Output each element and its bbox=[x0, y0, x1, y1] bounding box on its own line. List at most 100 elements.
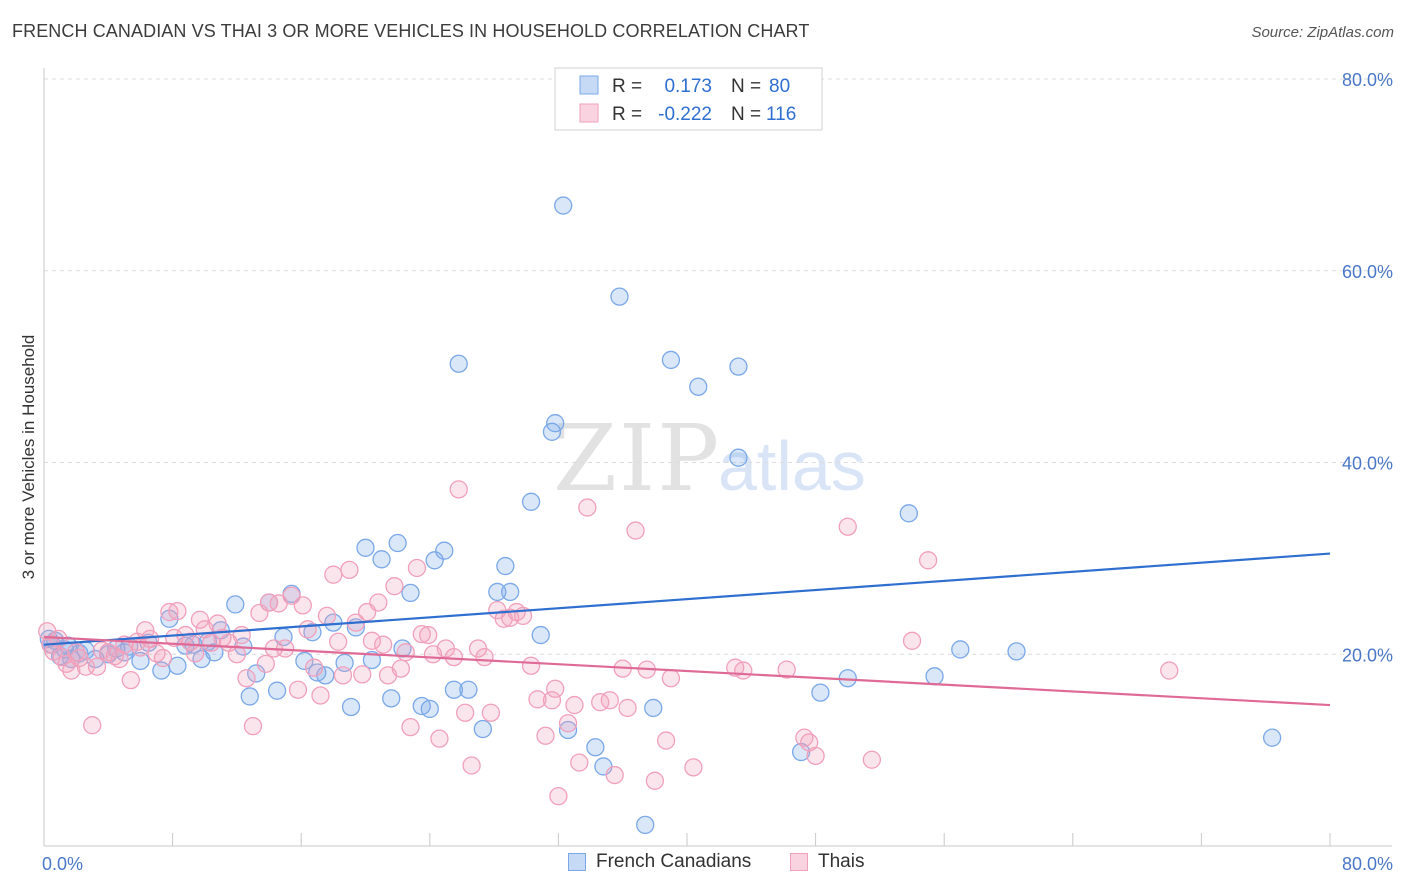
point-thais-55 bbox=[333, 666, 353, 685]
point-thais-74 bbox=[444, 647, 464, 667]
point-thais-109 bbox=[777, 660, 796, 679]
point-thais-65 bbox=[391, 659, 411, 678]
point-thais-72 bbox=[430, 729, 449, 748]
chart-title: FRENCH CANADIAN VS THAI 3 OR MORE VEHICL… bbox=[12, 21, 810, 41]
legend-top: R = 0.173 N = 80 R = -0.222 N = 116 bbox=[554, 67, 823, 131]
source-label: Source: ZipAtlas.com bbox=[1251, 24, 1394, 41]
point-thais-117 bbox=[1160, 661, 1179, 680]
point-thais-56 bbox=[340, 560, 359, 580]
point-thais-115 bbox=[902, 631, 922, 650]
point-french-canadians-59 bbox=[521, 492, 541, 511]
legend-n-value-0: 80 bbox=[769, 76, 790, 97]
point-thais-70 bbox=[419, 625, 438, 645]
point-french-canadians-34 bbox=[303, 623, 322, 642]
point-french-canadians-57 bbox=[496, 556, 515, 576]
legend-r-label-0: R = bbox=[612, 76, 642, 97]
legend-bottom: French Canadians Thais bbox=[0, 851, 1406, 879]
series-thais bbox=[38, 480, 1179, 806]
point-thais-112 bbox=[806, 746, 825, 766]
point-thais-38 bbox=[237, 669, 256, 688]
point-thais-23 bbox=[153, 648, 173, 668]
point-french-canadians-42 bbox=[362, 650, 382, 670]
point-french-canadians-68 bbox=[636, 815, 655, 835]
point-french-canadians-78 bbox=[925, 667, 944, 686]
watermark-atlas: atlas bbox=[718, 427, 866, 505]
point-french-canadians-27 bbox=[240, 687, 259, 706]
point-french-canadians-72 bbox=[729, 448, 748, 467]
point-thais-89 bbox=[542, 691, 562, 710]
point-french-canadians-30 bbox=[267, 681, 287, 700]
legend-n-value-1: 116 bbox=[766, 104, 796, 125]
point-thais-15 bbox=[110, 649, 129, 669]
legend-n-label-1: N = bbox=[731, 104, 761, 125]
point-thais-47 bbox=[288, 680, 308, 699]
point-thais-37 bbox=[232, 625, 251, 645]
y-axis-label: 3 or more Vehicles in Household bbox=[19, 335, 38, 580]
x-ticks bbox=[43, 833, 1331, 846]
point-thais-97 bbox=[600, 691, 619, 710]
point-thais-86 bbox=[521, 656, 541, 675]
point-thais-108 bbox=[734, 661, 753, 680]
y-tick-label-80: 80.0% bbox=[1342, 70, 1393, 90]
legend-r-label-1: R = bbox=[612, 104, 642, 125]
point-thais-66 bbox=[396, 643, 415, 662]
point-french-canadians-64 bbox=[558, 720, 578, 740]
point-thais-50 bbox=[304, 658, 324, 677]
point-thais-53 bbox=[324, 565, 343, 584]
point-thais-94 bbox=[570, 753, 589, 772]
legend-item-thais[interactable]: Thais bbox=[790, 851, 864, 873]
point-french-canadians-73 bbox=[729, 357, 748, 376]
point-french-canadians-80 bbox=[1007, 642, 1026, 661]
y-tick-label-60: 60.0% bbox=[1342, 262, 1393, 282]
point-french-canadians-53 bbox=[449, 354, 468, 373]
point-thais-80 bbox=[481, 703, 501, 722]
point-french-canadians-70 bbox=[661, 350, 681, 370]
point-thais-93 bbox=[565, 695, 584, 715]
point-french-canadians-52 bbox=[444, 680, 464, 699]
point-french-canadians-71 bbox=[689, 377, 708, 396]
point-thais-17 bbox=[121, 670, 140, 690]
point-french-canadians-60 bbox=[531, 625, 550, 645]
point-thais-11 bbox=[87, 657, 107, 676]
point-thais-48 bbox=[293, 596, 312, 615]
trend-line-french-canadians bbox=[43, 552, 1331, 646]
point-thais-100 bbox=[618, 698, 637, 718]
legend-swatch-thais bbox=[579, 103, 599, 123]
point-french-canadians-45 bbox=[388, 533, 407, 553]
point-thais-52 bbox=[317, 606, 337, 626]
legend-label-french-canadians: French Canadians bbox=[596, 851, 752, 872]
point-thais-114 bbox=[862, 750, 882, 769]
y-tick-labels: 20.0% 40.0% 60.0% 80.0% bbox=[1342, 70, 1393, 665]
point-thais-68 bbox=[407, 558, 427, 578]
point-thais-77 bbox=[462, 756, 481, 775]
point-thais-42 bbox=[259, 593, 279, 612]
x-tick-label-max: 80.0% bbox=[1342, 854, 1393, 874]
point-thais-30 bbox=[190, 610, 210, 629]
point-thais-39 bbox=[243, 717, 263, 736]
legend-swatch-french-canadians bbox=[579, 75, 599, 95]
point-french-canadians-67 bbox=[610, 287, 629, 306]
point-thais-88 bbox=[536, 726, 555, 745]
legend-swatch-bottom-thais bbox=[790, 853, 808, 871]
point-thais-26 bbox=[168, 601, 187, 621]
watermark-zip: ZIP bbox=[553, 405, 721, 512]
y-tick-label-20: 20.0% bbox=[1342, 645, 1393, 665]
legend-r-value-1: -0.222 bbox=[658, 104, 712, 125]
trend-line-thais bbox=[43, 635, 1331, 707]
point-thais-29 bbox=[185, 644, 205, 663]
legend-r-value-0: 0.173 bbox=[664, 76, 712, 97]
point-thais-95 bbox=[578, 498, 597, 517]
point-french-canadians-63 bbox=[554, 196, 573, 215]
legend-top-box bbox=[554, 67, 823, 131]
point-thais-104 bbox=[656, 731, 676, 750]
point-french-canadians-23 bbox=[205, 643, 224, 662]
legend-item-french-canadians[interactable]: French Canadians bbox=[568, 851, 751, 873]
legend-swatch-bottom-french-canadians bbox=[568, 853, 586, 871]
point-french-canadians-75 bbox=[811, 683, 830, 702]
point-french-canadians-65 bbox=[586, 738, 605, 757]
point-thais-54 bbox=[329, 632, 348, 651]
point-thais-58 bbox=[353, 665, 372, 684]
point-french-canadians-81 bbox=[1262, 728, 1282, 747]
point-thais-101 bbox=[626, 521, 645, 540]
point-thais-98 bbox=[605, 765, 624, 785]
